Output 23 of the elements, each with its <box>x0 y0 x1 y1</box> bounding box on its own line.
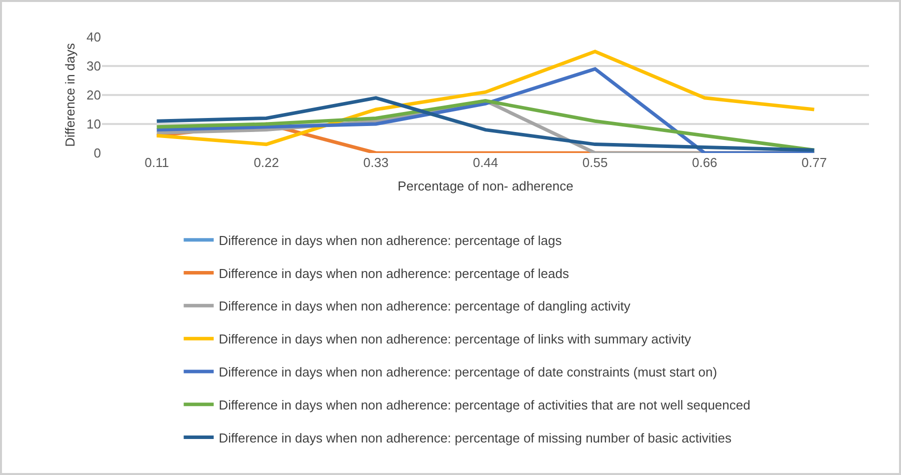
x-tick-label: 0.55 <box>582 155 608 170</box>
x-tick-label: 0.77 <box>802 155 827 170</box>
y-tick-label: 0 <box>94 146 101 161</box>
legend-label: Difference in days when non adherence: percentage of date constraints (must start on) <box>218 364 718 380</box>
x-tick-label: 0.66 <box>692 155 718 170</box>
x-tick-label: 0.44 <box>472 155 498 170</box>
legend-label: Difference in days when non adherence: percentage of activities that are not well sequenced <box>218 397 750 412</box>
x-tick-label: 0.33 <box>363 155 389 170</box>
legend-label: Difference in days when non adherence: percentage of lags <box>218 232 562 248</box>
legend-label: Difference in days when non adherence: percentage of missing number of basic activities <box>218 430 732 446</box>
y-tick-label: 10 <box>86 116 101 132</box>
y-tick-label: 40 <box>86 30 101 45</box>
y-axis-title: Difference in days <box>62 42 78 147</box>
line-series <box>155 50 816 146</box>
legend-label: Difference in days when non adherence: percentage of links with summary activity <box>218 332 692 347</box>
x-tick-label: 0.22 <box>254 155 280 170</box>
legend-label: Difference in days when non adherence: percentage of dangling activity <box>218 298 631 314</box>
legend-label: Difference in days when non adherence: percentage of leads <box>218 266 570 281</box>
x-tick-label: 0.11 <box>144 155 169 170</box>
y-tick-label: 20 <box>86 88 101 103</box>
x-axis-title: Percentage of non- adherence <box>398 178 574 194</box>
y-tick-label: 30 <box>86 58 101 74</box>
line-series <box>155 67 816 153</box>
